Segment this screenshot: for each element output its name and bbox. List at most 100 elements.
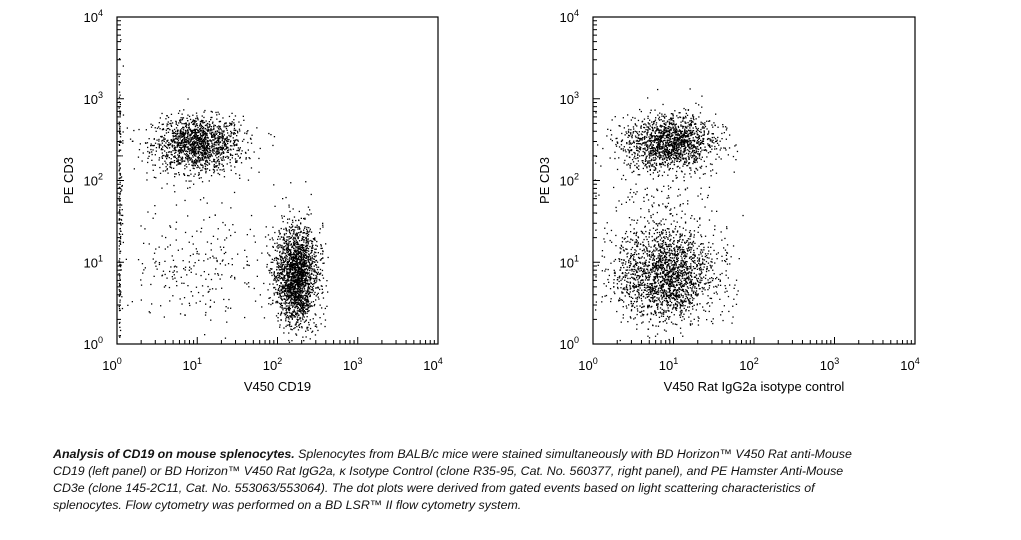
event-dot: [287, 295, 290, 297]
event-dot: [196, 143, 198, 145]
event-dot: [174, 176, 176, 178]
event-dot: [310, 305, 312, 307]
event-dot: [295, 300, 297, 302]
event-dot: [311, 268, 314, 270]
event-dot: [188, 269, 190, 271]
event-dot: [289, 259, 291, 261]
event-dot: [298, 263, 300, 266]
event-dot: [299, 263, 301, 265]
event-dot: [164, 260, 166, 262]
event-dot: [283, 233, 286, 235]
event-dot: [118, 143, 120, 146]
event-dot: [237, 140, 239, 142]
event-dot: [284, 293, 286, 296]
event-dot: [189, 255, 192, 257]
event-dot: [173, 184, 175, 187]
event-dot: [286, 268, 288, 270]
event-dot: [195, 273, 197, 275]
event-dot: [291, 256, 294, 259]
event-dot: [119, 261, 121, 263]
event-dot: [290, 292, 292, 294]
event-dot: [119, 163, 121, 165]
event-dot: [194, 142, 196, 144]
event-dot: [234, 166, 236, 168]
event-dot: [296, 321, 298, 323]
event-dot: [296, 232, 298, 234]
event-dot: [118, 162, 121, 164]
event-dot: [273, 294, 275, 296]
event-dot: [121, 184, 123, 187]
event-dot: [688, 139, 690, 141]
event-dot: [204, 127, 207, 130]
event-dot: [296, 310, 298, 312]
event-dot: [180, 163, 182, 165]
event-dot: [122, 140, 124, 142]
event-dot: [118, 285, 121, 287]
event-dot: [290, 281, 293, 284]
event-dot: [197, 137, 199, 140]
event-dot: [630, 143, 632, 145]
event-dot: [287, 248, 289, 250]
event-dot: [145, 129, 147, 131]
event-dot: [628, 131, 630, 134]
event-dot: [119, 326, 121, 328]
event-dot: [274, 279, 277, 281]
event-dot: [227, 125, 229, 127]
event-dot: [304, 278, 306, 281]
event-dot: [306, 300, 308, 302]
event-dot: [171, 144, 174, 146]
event-dot: [119, 149, 122, 151]
event-dot: [672, 113, 674, 115]
event-dot: [119, 227, 121, 230]
event-dot: [275, 291, 277, 294]
event-dot: [190, 144, 192, 146]
event-dot: [170, 125, 173, 127]
event-dot: [152, 124, 154, 126]
event-dot: [285, 274, 287, 276]
event-dot: [225, 122, 227, 125]
event-dot: [295, 288, 297, 290]
event-dot: [294, 286, 297, 288]
event-dot: [175, 120, 177, 122]
event-dot: [220, 157, 222, 159]
event-dot: [676, 170, 678, 173]
event-dot: [699, 153, 701, 155]
event-dot: [290, 262, 292, 264]
event-dot: [681, 130, 684, 132]
event-dot: [289, 236, 291, 238]
event-dot: [119, 141, 122, 144]
event-dot: [167, 145, 170, 147]
event-dot: [231, 157, 233, 159]
event-dot: [194, 131, 196, 133]
event-dot: [652, 159, 654, 161]
event-dot: [283, 287, 285, 289]
event-dot: [287, 288, 289, 290]
event-dot: [194, 152, 196, 154]
event-dot: [311, 277, 313, 279]
event-dot: [293, 236, 295, 238]
event-dot: [273, 287, 275, 289]
event-dot: [281, 265, 283, 267]
event-dot: [294, 256, 296, 258]
event-dot: [288, 291, 291, 293]
event-dot: [199, 131, 201, 133]
event-dot: [285, 249, 288, 251]
event-dot: [193, 135, 195, 137]
event-dot: [163, 286, 166, 288]
event-dot: [194, 158, 197, 160]
event-dot: [278, 288, 280, 290]
event-dot: [185, 155, 187, 157]
event-dot: [193, 120, 196, 122]
event-dot: [180, 147, 182, 149]
event-dot: [677, 134, 679, 137]
event-dot: [151, 303, 153, 305]
event-dot: [160, 144, 162, 146]
event-dot: [211, 111, 213, 113]
event-dot: [321, 253, 324, 255]
event-dot: [299, 294, 301, 296]
event-dot: [647, 130, 649, 132]
event-dot: [668, 129, 671, 132]
event-dot: [232, 224, 234, 226]
event-dot: [306, 328, 308, 330]
event-dot: [682, 117, 685, 120]
